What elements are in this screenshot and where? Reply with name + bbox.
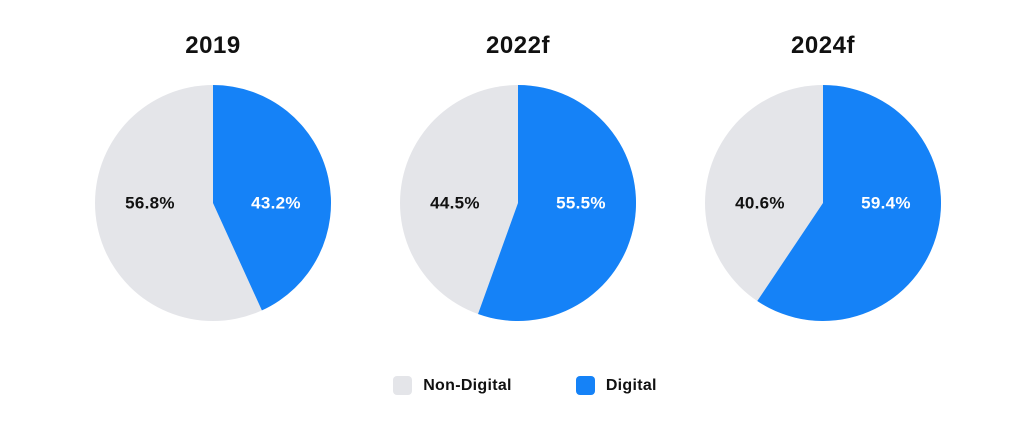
pie-2024f: 40.6% 59.4% [703, 83, 943, 323]
legend-item-digital: Digital [575, 376, 657, 395]
legend-label-digital: Digital [605, 376, 657, 394]
chart-title-2024f: 2024f [791, 32, 855, 59]
digital-swatch-icon [575, 376, 595, 395]
pie-2022f: 44.5% 55.5% [398, 83, 638, 323]
pie-slice-digital [213, 85, 331, 311]
legend-item-non-digital: Non-Digital [393, 376, 512, 395]
digital-percent-label: 59.4% [861, 194, 911, 213]
legend-label-non-digital: Non-Digital [423, 376, 512, 394]
pie-chart-2019: 2019 56.8% 43.2% [93, 30, 333, 323]
non-digital-percent-label: 40.6% [735, 194, 785, 213]
pie-chart-2024f: 2024f 40.6% 59.4% [703, 30, 943, 323]
pie-slice-digital [478, 85, 637, 321]
chart-title-2022f: 2022f [486, 32, 550, 59]
legend: Non-Digital Digital [13, 376, 1024, 395]
non-digital-percent-label: 56.8% [125, 194, 175, 213]
non-digital-swatch-icon [393, 376, 413, 395]
pie-chart-2022f: 2022f 44.5% 55.5% [398, 30, 638, 323]
digital-percent-label: 43.2% [251, 194, 301, 213]
pie-slice-digital [757, 85, 942, 321]
digital-percent-label: 55.5% [556, 194, 606, 213]
chart-title-2019: 2019 [185, 32, 241, 59]
pie-2019: 56.8% 43.2% [93, 83, 333, 323]
non-digital-percent-label: 44.5% [430, 194, 480, 213]
